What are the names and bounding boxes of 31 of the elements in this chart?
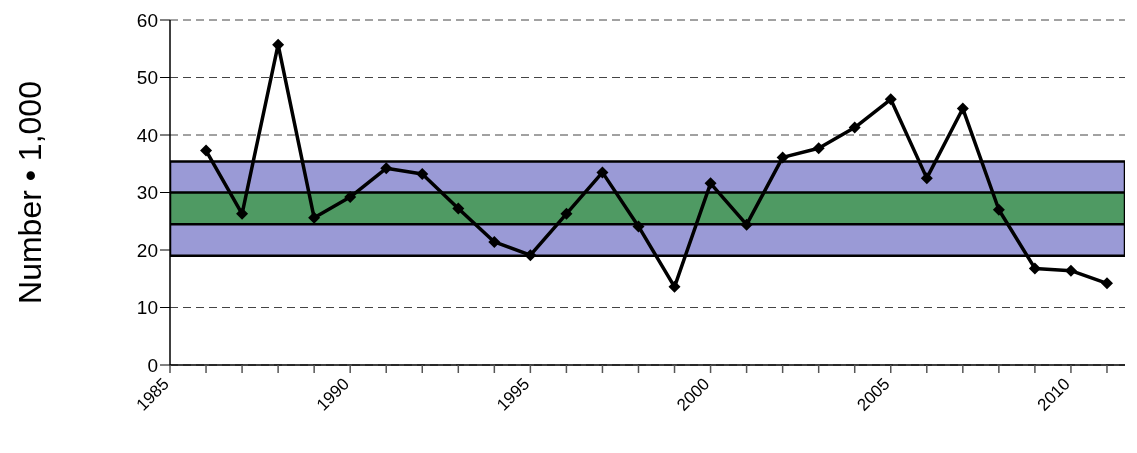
point bbox=[776, 151, 789, 164]
point bbox=[344, 191, 357, 204]
point bbox=[200, 144, 213, 157]
point bbox=[596, 166, 609, 179]
y-tick-label: 20 bbox=[136, 239, 158, 261]
point bbox=[416, 168, 429, 181]
point bbox=[668, 280, 681, 293]
y-axis-title: Number • 1,000 bbox=[12, 81, 49, 304]
point bbox=[884, 93, 897, 106]
y-tick-label: 40 bbox=[136, 124, 158, 146]
y-tick-label: 60 bbox=[136, 9, 158, 31]
point bbox=[560, 207, 573, 220]
point bbox=[488, 235, 501, 248]
y-tick-label: 10 bbox=[136, 297, 158, 319]
point bbox=[1028, 262, 1041, 275]
y-tick-label: 50 bbox=[136, 67, 158, 89]
point bbox=[380, 162, 393, 175]
point bbox=[740, 218, 753, 231]
point bbox=[308, 211, 321, 224]
y-tick-label: 30 bbox=[136, 182, 158, 204]
point bbox=[956, 102, 969, 115]
point bbox=[812, 142, 825, 155]
point bbox=[704, 177, 717, 190]
point bbox=[920, 172, 933, 185]
point bbox=[236, 207, 249, 220]
point bbox=[452, 202, 465, 215]
point bbox=[848, 121, 861, 134]
point bbox=[632, 220, 645, 233]
point bbox=[992, 203, 1005, 216]
point bbox=[1100, 277, 1113, 290]
y-tick-label: 0 bbox=[147, 354, 158, 376]
